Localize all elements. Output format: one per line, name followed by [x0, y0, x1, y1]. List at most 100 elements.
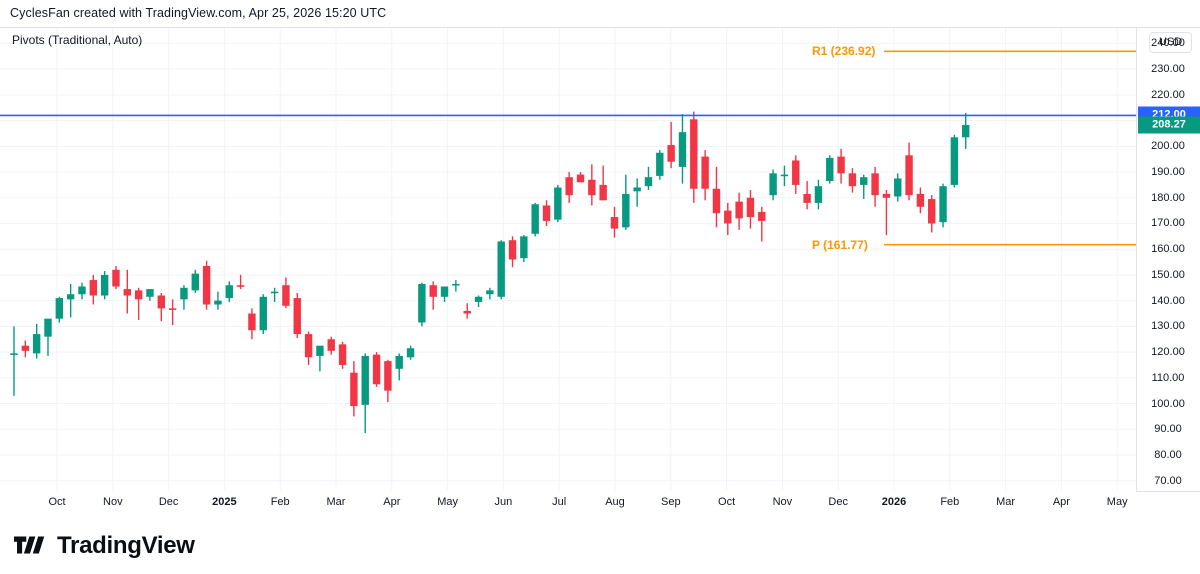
price-tick: 90.00 [1154, 423, 1182, 436]
time-scale[interactable]: Oct Nov Dec 2025 Feb Mar Apr May Jun Jul Aug Sep Oct… [0, 490, 1136, 518]
price-tick: 220.00 [1151, 88, 1185, 101]
candle [78, 282, 86, 300]
candle [406, 345, 415, 360]
candle [214, 291, 222, 310]
candle [282, 277, 290, 309]
time-tick: Mar [326, 496, 346, 508]
candle [644, 166, 653, 191]
price-tick: 240.00 [1151, 37, 1185, 50]
candle [225, 281, 233, 302]
candle [66, 283, 75, 318]
candle [191, 269, 199, 293]
price-tick: 150.00 [1151, 268, 1185, 281]
candle [588, 164, 596, 206]
price-tick: 170.00 [1151, 217, 1185, 230]
candle [180, 285, 188, 310]
candle [372, 352, 381, 387]
price-tick: 140.00 [1151, 294, 1185, 307]
last-price-badge: 208.27 [1138, 116, 1200, 134]
candle [599, 165, 607, 201]
candle [871, 166, 879, 207]
candle [531, 202, 539, 237]
pivot-label-r1: R1 (236.92) [812, 44, 876, 59]
candle [259, 294, 267, 335]
price-tick: 100.00 [1151, 397, 1185, 410]
time-tick: May [437, 496, 458, 508]
candle [667, 121, 675, 169]
candle [939, 183, 947, 228]
chart-pane[interactable]: Pivots (Traditional, Auto) R1 (236.92) P … [0, 27, 1136, 492]
candle [837, 148, 845, 184]
candle [248, 308, 256, 340]
candle [882, 190, 891, 236]
candlestick-series [10, 111, 970, 434]
price-tick: 120.00 [1151, 346, 1185, 359]
candle [792, 155, 800, 194]
candle [565, 172, 573, 203]
candle [338, 341, 347, 369]
time-tick: May [1106, 496, 1128, 508]
chart-gridlines [0, 28, 1136, 491]
candle [384, 359, 392, 403]
candle [656, 150, 664, 180]
candle [690, 111, 698, 203]
time-tick: Aug [605, 496, 625, 508]
time-tick: Oct [718, 496, 736, 508]
candle [463, 303, 471, 319]
candle [622, 174, 630, 230]
candle [950, 134, 959, 188]
candle [701, 150, 709, 201]
time-tick: Apr [383, 496, 401, 508]
time-tick: 2026 [881, 496, 907, 508]
brand-name: TradingView [57, 532, 195, 559]
candle [316, 345, 324, 372]
time-tick: Feb [940, 496, 960, 508]
candle [542, 200, 551, 227]
pivot-overlay-lines [0, 50, 1136, 246]
price-tick: 230.00 [1151, 63, 1185, 76]
candle [293, 292, 301, 338]
candle [724, 202, 732, 236]
time-tick: 2025 [212, 496, 237, 508]
candle [55, 296, 64, 323]
candle [10, 326, 18, 396]
candle [826, 155, 834, 184]
candle [304, 331, 313, 365]
price-tick: 200.00 [1151, 140, 1185, 153]
tradingview-brand[interactable]: TradingView [14, 532, 195, 560]
candle [44, 318, 52, 356]
candle [418, 282, 426, 327]
price-scale[interactable]: USD 240.00 230.00 220.00 200.00 190.00 180.00… [1136, 27, 1200, 492]
candle [270, 287, 279, 302]
price-tick: 110.00 [1151, 371, 1185, 384]
price-tick: 80.00 [1154, 448, 1182, 461]
candle [633, 178, 641, 207]
candle [21, 340, 30, 358]
candle [486, 287, 494, 300]
candle [848, 168, 857, 193]
candle [395, 353, 403, 381]
chart-legend[interactable]: Pivots (Traditional, Auto) [12, 33, 143, 47]
footer: TradingView [0, 518, 1200, 574]
candle [497, 240, 505, 300]
price-tick: 130.00 [1151, 320, 1185, 333]
candle [758, 206, 766, 242]
candle [576, 172, 585, 183]
time-tick: Nov [772, 496, 793, 508]
candle [746, 190, 755, 229]
time-tick: Jul [552, 496, 567, 508]
candle [168, 299, 177, 326]
candle [89, 274, 98, 305]
candle [429, 281, 437, 310]
time-tick: Oct [48, 496, 66, 508]
candle [735, 192, 743, 230]
candle [678, 114, 687, 184]
price-tick: 190.00 [1151, 166, 1185, 179]
price-tick: 160.00 [1151, 243, 1185, 256]
candle [905, 142, 913, 201]
currency-badge[interactable]: USD [1149, 32, 1193, 53]
price-tick: 180.00 [1151, 191, 1185, 204]
time-tick: Nov [103, 496, 123, 508]
time-tick: Jun [494, 496, 513, 508]
